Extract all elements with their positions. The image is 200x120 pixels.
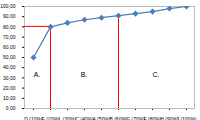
svg-text:B (60%): B (60%) — [109, 116, 127, 120]
svg-text:J (100%): J (100%) — [176, 116, 196, 120]
svg-text:E (20%): E (20%) — [41, 116, 59, 120]
svg-text:30,00: 30,00 — [3, 75, 16, 81]
svg-text:L (30%): L (30%) — [59, 116, 77, 120]
svg-text:G (70%): G (70%) — [126, 116, 145, 120]
svg-text:A.: A. — [34, 71, 41, 78]
svg-text:10,00: 10,00 — [3, 95, 16, 101]
svg-text:20,00: 20,00 — [3, 85, 16, 91]
svg-text:50,00: 50,00 — [3, 54, 16, 60]
svg-text:A (50%): A (50%) — [93, 116, 111, 120]
svg-text:90,00: 90,00 — [3, 13, 16, 19]
svg-text:B.: B. — [81, 71, 88, 78]
svg-text:40,00: 40,00 — [3, 64, 16, 70]
svg-text:C.: C. — [153, 71, 160, 78]
svg-text:C (40%): C (40%) — [75, 116, 94, 120]
svg-text:D (10%): D (10%) — [24, 116, 43, 120]
svg-text:F (80%): F (80%) — [144, 116, 162, 120]
svg-text:100,00: 100,00 — [0, 3, 16, 9]
svg-text:0,00: 0,00 — [6, 105, 16, 111]
svg-text:80,00: 80,00 — [3, 24, 16, 30]
svg-text:70,00: 70,00 — [3, 34, 16, 40]
svg-text:60,00: 60,00 — [3, 44, 16, 50]
